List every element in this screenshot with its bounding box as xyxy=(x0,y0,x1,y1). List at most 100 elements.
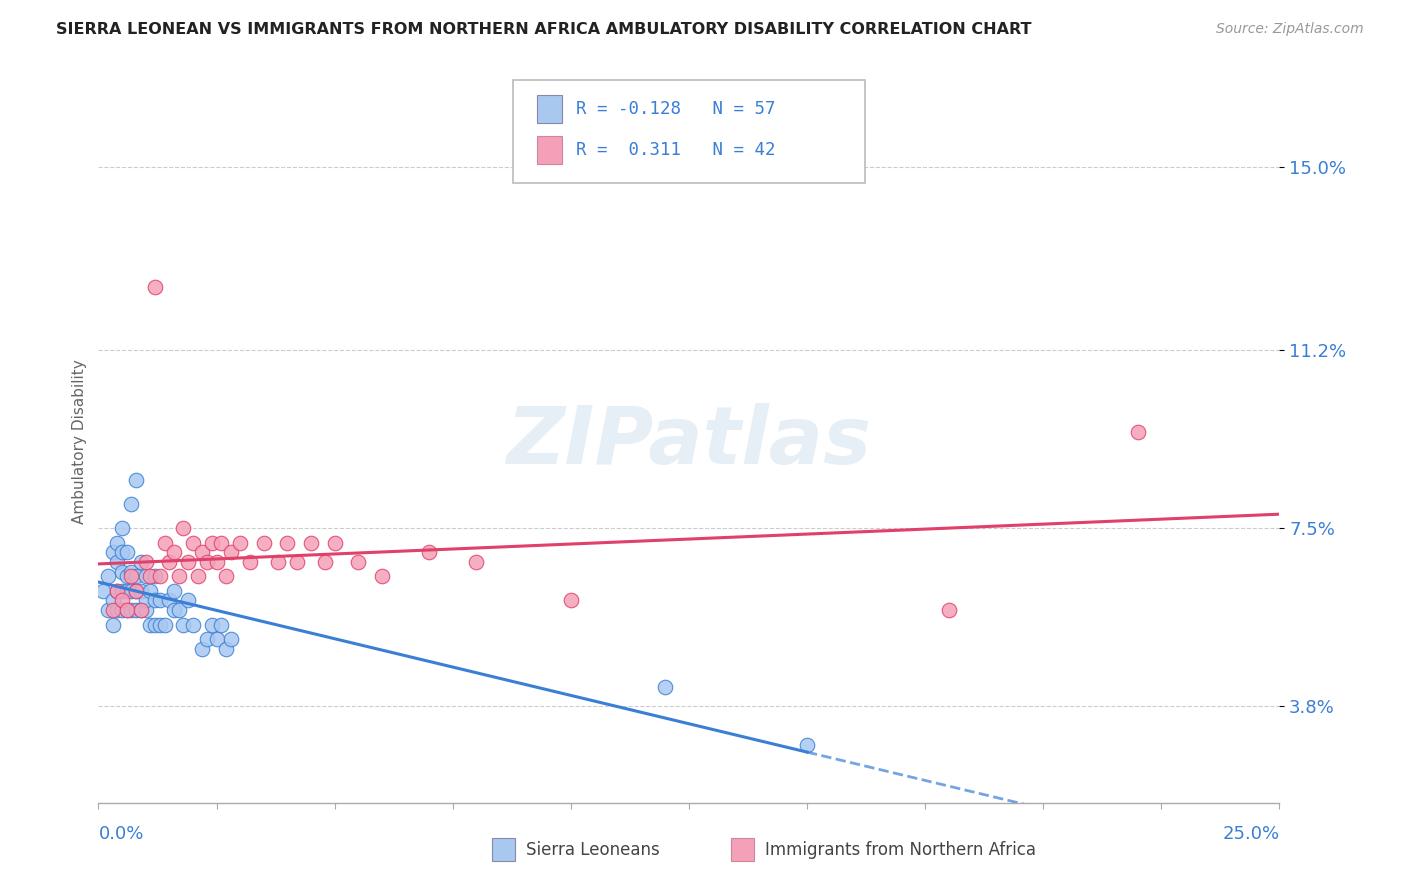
Point xyxy=(129,583,152,598)
Point xyxy=(938,603,960,617)
Point xyxy=(115,545,138,559)
Point xyxy=(121,603,143,617)
Point xyxy=(143,280,166,294)
Point xyxy=(97,603,120,617)
Point xyxy=(139,569,162,583)
Point xyxy=(91,583,114,598)
Point xyxy=(101,603,124,617)
Point xyxy=(209,617,232,632)
Point xyxy=(205,555,228,569)
Point xyxy=(111,545,134,559)
Point xyxy=(163,545,186,559)
Point xyxy=(285,555,308,569)
Point xyxy=(105,583,128,598)
Point xyxy=(143,593,166,607)
Point xyxy=(139,617,162,632)
Point xyxy=(163,583,186,598)
Point xyxy=(215,569,238,583)
Point xyxy=(219,632,242,646)
Point xyxy=(129,603,152,617)
Point xyxy=(201,617,224,632)
Point xyxy=(111,603,134,617)
Point xyxy=(105,555,128,569)
Point xyxy=(177,593,200,607)
Text: 25.0%: 25.0% xyxy=(1222,825,1279,843)
Point xyxy=(135,593,157,607)
Point xyxy=(121,583,143,598)
Point xyxy=(121,565,143,579)
Point xyxy=(299,535,322,549)
Point xyxy=(115,583,138,598)
Point xyxy=(371,569,394,583)
Point xyxy=(205,632,228,646)
Point xyxy=(560,593,582,607)
Point xyxy=(167,603,190,617)
Point xyxy=(163,603,186,617)
Point xyxy=(111,593,134,607)
Point xyxy=(129,603,152,617)
Point xyxy=(135,603,157,617)
Point xyxy=(101,593,124,607)
Point xyxy=(153,535,176,549)
Point xyxy=(97,569,120,583)
Point xyxy=(177,555,200,569)
Point xyxy=(181,535,204,549)
Point xyxy=(149,593,172,607)
Point xyxy=(125,473,148,487)
Point xyxy=(191,545,214,559)
Point xyxy=(195,555,218,569)
Point xyxy=(121,569,143,583)
Point xyxy=(129,555,152,569)
Point xyxy=(219,545,242,559)
Point xyxy=(125,583,148,598)
Point xyxy=(115,569,138,583)
Point xyxy=(125,583,148,598)
Text: ZIPatlas: ZIPatlas xyxy=(506,402,872,481)
Point xyxy=(125,569,148,583)
Point xyxy=(125,603,148,617)
Point xyxy=(101,617,124,632)
Point xyxy=(796,738,818,752)
Text: 0.0%: 0.0% xyxy=(98,825,143,843)
Point xyxy=(191,641,214,656)
Point xyxy=(172,521,194,535)
Point xyxy=(139,583,162,598)
Text: Source: ZipAtlas.com: Source: ZipAtlas.com xyxy=(1216,22,1364,37)
Point xyxy=(111,565,134,579)
Point xyxy=(215,641,238,656)
Text: R =  0.311   N = 42: R = 0.311 N = 42 xyxy=(576,141,776,159)
Point xyxy=(157,593,180,607)
Point xyxy=(105,603,128,617)
Point xyxy=(181,617,204,632)
Point xyxy=(111,583,134,598)
Point xyxy=(1126,425,1149,439)
Point xyxy=(115,603,138,617)
Point xyxy=(135,555,157,569)
Point xyxy=(105,583,128,598)
Point xyxy=(115,603,138,617)
Point xyxy=(201,535,224,549)
Point xyxy=(654,680,676,694)
Point xyxy=(195,632,218,646)
Point xyxy=(239,555,262,569)
Point xyxy=(157,555,180,569)
Point xyxy=(267,555,290,569)
Point xyxy=(323,535,346,549)
Point xyxy=(149,617,172,632)
Point xyxy=(172,617,194,632)
Point xyxy=(167,569,190,583)
Text: Sierra Leoneans: Sierra Leoneans xyxy=(526,840,659,859)
Point xyxy=(143,569,166,583)
Point xyxy=(143,617,166,632)
Point xyxy=(135,569,157,583)
Point xyxy=(153,617,176,632)
Text: SIERRA LEONEAN VS IMMIGRANTS FROM NORTHERN AFRICA AMBULATORY DISABILITY CORRELAT: SIERRA LEONEAN VS IMMIGRANTS FROM NORTHE… xyxy=(56,22,1032,37)
Text: R = -0.128   N = 57: R = -0.128 N = 57 xyxy=(576,100,776,118)
Point xyxy=(111,521,134,535)
Point xyxy=(229,535,252,549)
Point xyxy=(418,545,440,559)
Point xyxy=(253,535,276,549)
Point xyxy=(209,535,232,549)
Point xyxy=(187,569,209,583)
Y-axis label: Ambulatory Disability: Ambulatory Disability xyxy=(72,359,87,524)
